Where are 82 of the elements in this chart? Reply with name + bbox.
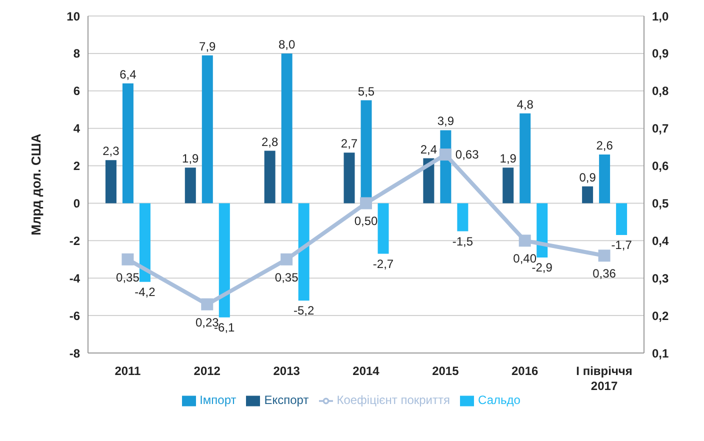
data-label: 4,8 [516, 97, 534, 112]
legend-label: Імпорт [200, 393, 236, 407]
point [439, 148, 452, 161]
point [360, 197, 372, 210]
y2-tick-label: 0,6 [652, 159, 670, 174]
data-label: 0,35 [274, 270, 299, 284]
y-tick-label: 2 [73, 159, 80, 174]
data-label: 1,9 [500, 152, 517, 166]
data-label: 1,9 [182, 152, 200, 166]
bar [457, 203, 468, 232]
bar [616, 203, 628, 236]
y2-tick-label: 0,5 [652, 196, 670, 210]
y-tick-label: -8 [69, 346, 80, 360]
legend-label: Коефіцієнт покриття [336, 393, 450, 407]
bar [139, 203, 150, 282]
data-label: 0,40 [513, 252, 537, 266]
bar [599, 154, 610, 204]
x-tick-label: 2014 [352, 364, 380, 378]
bar [264, 150, 276, 204]
x-tick-label: 2015 [432, 364, 460, 378]
y-tick-label: 0 [73, 196, 80, 210]
bar [218, 203, 230, 318]
data-label: -1,7 [611, 238, 632, 252]
data-label: -1,5 [452, 234, 474, 248]
y2-tick-label: 0,3 [652, 271, 670, 286]
data-label: 0,9 [579, 170, 596, 184]
data-label: 3,9 [437, 114, 454, 128]
y2-tick-label: 0,4 [652, 234, 670, 248]
bar [502, 168, 514, 204]
x-tick-label: 2016 [512, 364, 539, 378]
data-label: 0,50 [354, 214, 378, 228]
legend-label: Експорт [264, 393, 309, 407]
y-tick-label: -2 [69, 234, 80, 248]
bar [281, 53, 292, 204]
data-label: 2,7 [340, 136, 358, 151]
bar [105, 160, 116, 204]
data-label: -4,2 [134, 284, 156, 299]
point [122, 253, 134, 266]
data-label: 2,8 [261, 134, 278, 149]
y-tick-label: 10 [66, 9, 80, 24]
legend-label: Сальдо [478, 393, 520, 407]
data-label: 2,4 [420, 142, 438, 156]
y2-tick-label: 0,2 [652, 308, 670, 323]
data-label: 5,5 [358, 84, 375, 98]
bar [184, 168, 196, 204]
data-label: 2,3 [102, 144, 120, 158]
x-tick-label: 2012 [194, 364, 221, 378]
data-label: -2,7 [372, 256, 394, 271]
data-label: 7,9 [199, 39, 216, 54]
y-tick-label: 6 [73, 84, 80, 98]
data-label: 6,4 [120, 67, 137, 82]
data-label: 0,36 [592, 266, 616, 281]
bar [202, 55, 213, 204]
y2-tick-label: 0,7 [652, 122, 670, 136]
y-tick-label: 8 [73, 46, 80, 61]
y-axis-title: Млрд дол. США [28, 133, 44, 236]
x-tick-label: 2013 [273, 364, 300, 378]
x-tick-label: I півріччя 2017 [576, 364, 632, 393]
data-label: 0,63 [455, 148, 480, 162]
bar [536, 203, 548, 258]
y-tick-label: 4 [73, 122, 80, 136]
y-tick-label: -6 [69, 308, 80, 323]
bar [344, 152, 355, 204]
x-tick-label: 2011 [114, 364, 142, 378]
bar [520, 113, 531, 204]
y2-tick-label: 0,8 [652, 84, 670, 98]
point [201, 298, 214, 310]
data-label: 0,35 [116, 270, 140, 284]
point [280, 253, 293, 266]
data-label: -5,2 [293, 304, 314, 318]
data-label: 2,6 [596, 138, 614, 153]
y2-tick-label: 1,0 [652, 9, 670, 24]
data-label: 8,0 [278, 37, 296, 52]
y2-tick-label: 0,9 [652, 46, 670, 61]
point [518, 234, 531, 247]
point [598, 250, 610, 262]
y2-tick-label: 0,1 [652, 346, 670, 360]
y-tick-label: -4 [69, 271, 80, 286]
bar [298, 203, 310, 301]
bar [582, 186, 594, 204]
bar [378, 203, 389, 254]
bar [122, 83, 134, 204]
